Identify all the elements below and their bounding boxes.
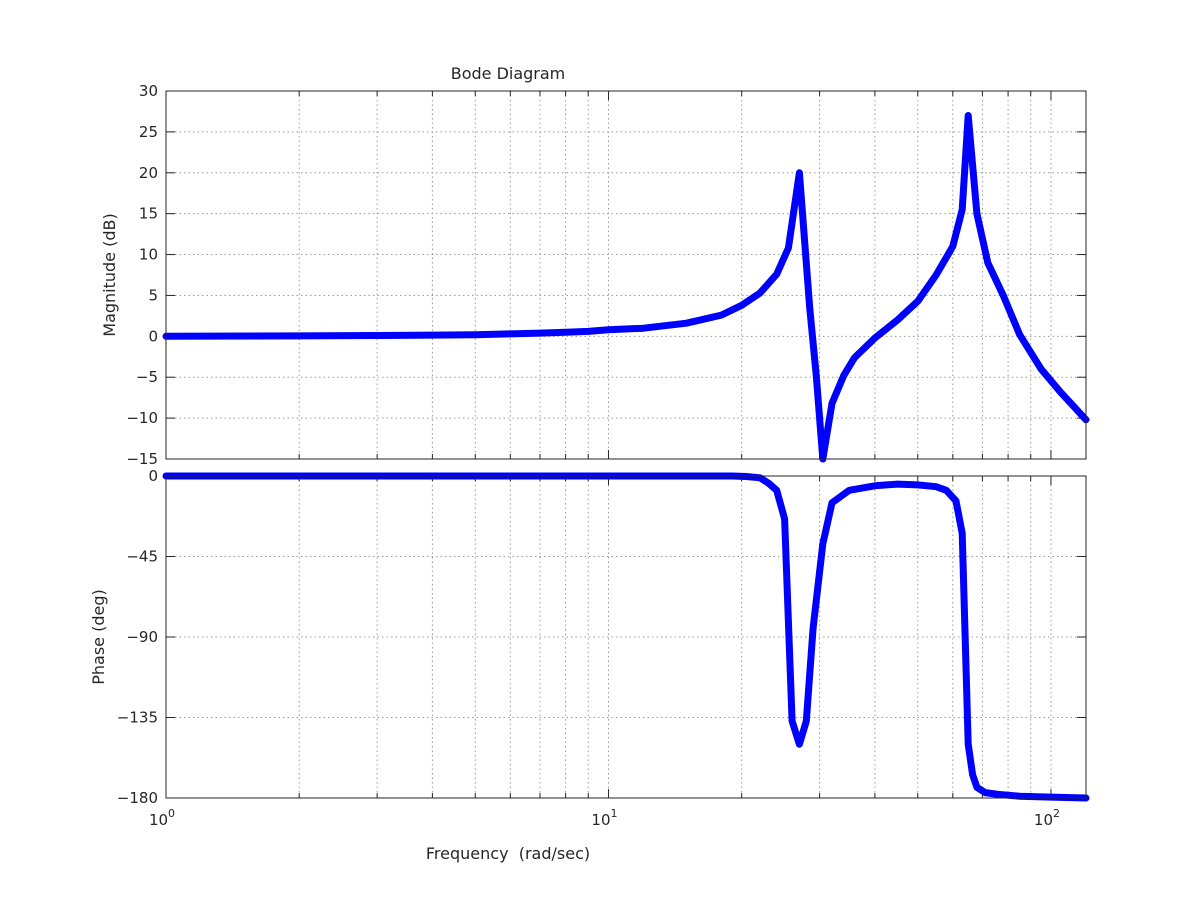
magnitude-ytick-label: 20 <box>139 164 158 182</box>
x-tick-label-base: 10 <box>149 811 168 829</box>
magnitude-axes-frame <box>165 90 1087 460</box>
magnitude-plot-area <box>166 91 1086 459</box>
phase-ytick-labels: 0 −45 −90 −135 −180 <box>117 467 158 807</box>
phase-axes-frame <box>165 475 1087 799</box>
magnitude-ylabel: Magnitude (dB) <box>100 213 119 336</box>
magnitude-ytick-label: 15 <box>139 205 158 223</box>
phase-ytick-label: −180 <box>117 789 158 807</box>
x-tick-label: 100 <box>149 807 175 829</box>
phase-ytick-label: −135 <box>117 709 158 727</box>
magnitude-ytick-label: 10 <box>139 246 158 264</box>
magnitude-panel: 30 25 20 15 10 5 0 −5 −10 −15 Magnitude (dB) <box>100 82 1090 468</box>
phase-curve <box>162 472 1090 802</box>
phase-ylabel: Phase (deg) <box>89 589 108 685</box>
x-tick-label-base: 10 <box>591 811 610 829</box>
magnitude-ytick-label: 30 <box>139 82 158 100</box>
x-axis-label: Frequency (rad/sec) <box>426 844 590 863</box>
magnitude-ytick-label: −15 <box>126 450 158 468</box>
magnitude-ytick-label: −5 <box>136 368 158 386</box>
magnitude-ytick-label: −10 <box>126 409 158 427</box>
x-tick-labels: 100 101 102 <box>149 807 1060 829</box>
phase-ytick-label: −90 <box>126 628 158 646</box>
phase-grid <box>166 476 1086 798</box>
x-tick-label-exponent: 2 <box>1053 807 1060 820</box>
magnitude-ytick-label: 25 <box>139 123 158 141</box>
magnitude-curve <box>162 112 1090 463</box>
chart-title: Bode Diagram <box>451 64 566 83</box>
magnitude-ytick-label: 0 <box>148 327 158 345</box>
phase-ytick-label: 0 <box>148 467 158 485</box>
magnitude-ytick-labels: 30 25 20 15 10 5 0 −5 −10 −15 <box>126 82 158 468</box>
x-tick-label-base: 10 <box>1034 811 1053 829</box>
phase-panel: 0 −45 −90 −135 −180 Phase (deg) <box>89 467 1090 807</box>
x-tick-label-exponent: 1 <box>611 807 618 820</box>
magnitude-ytick-label: 5 <box>148 286 158 304</box>
x-tick-label: 101 <box>591 807 617 829</box>
x-tick-label: 102 <box>1034 807 1060 829</box>
x-tick-label-exponent: 0 <box>168 807 175 820</box>
phase-ytick-label: −45 <box>126 548 158 566</box>
